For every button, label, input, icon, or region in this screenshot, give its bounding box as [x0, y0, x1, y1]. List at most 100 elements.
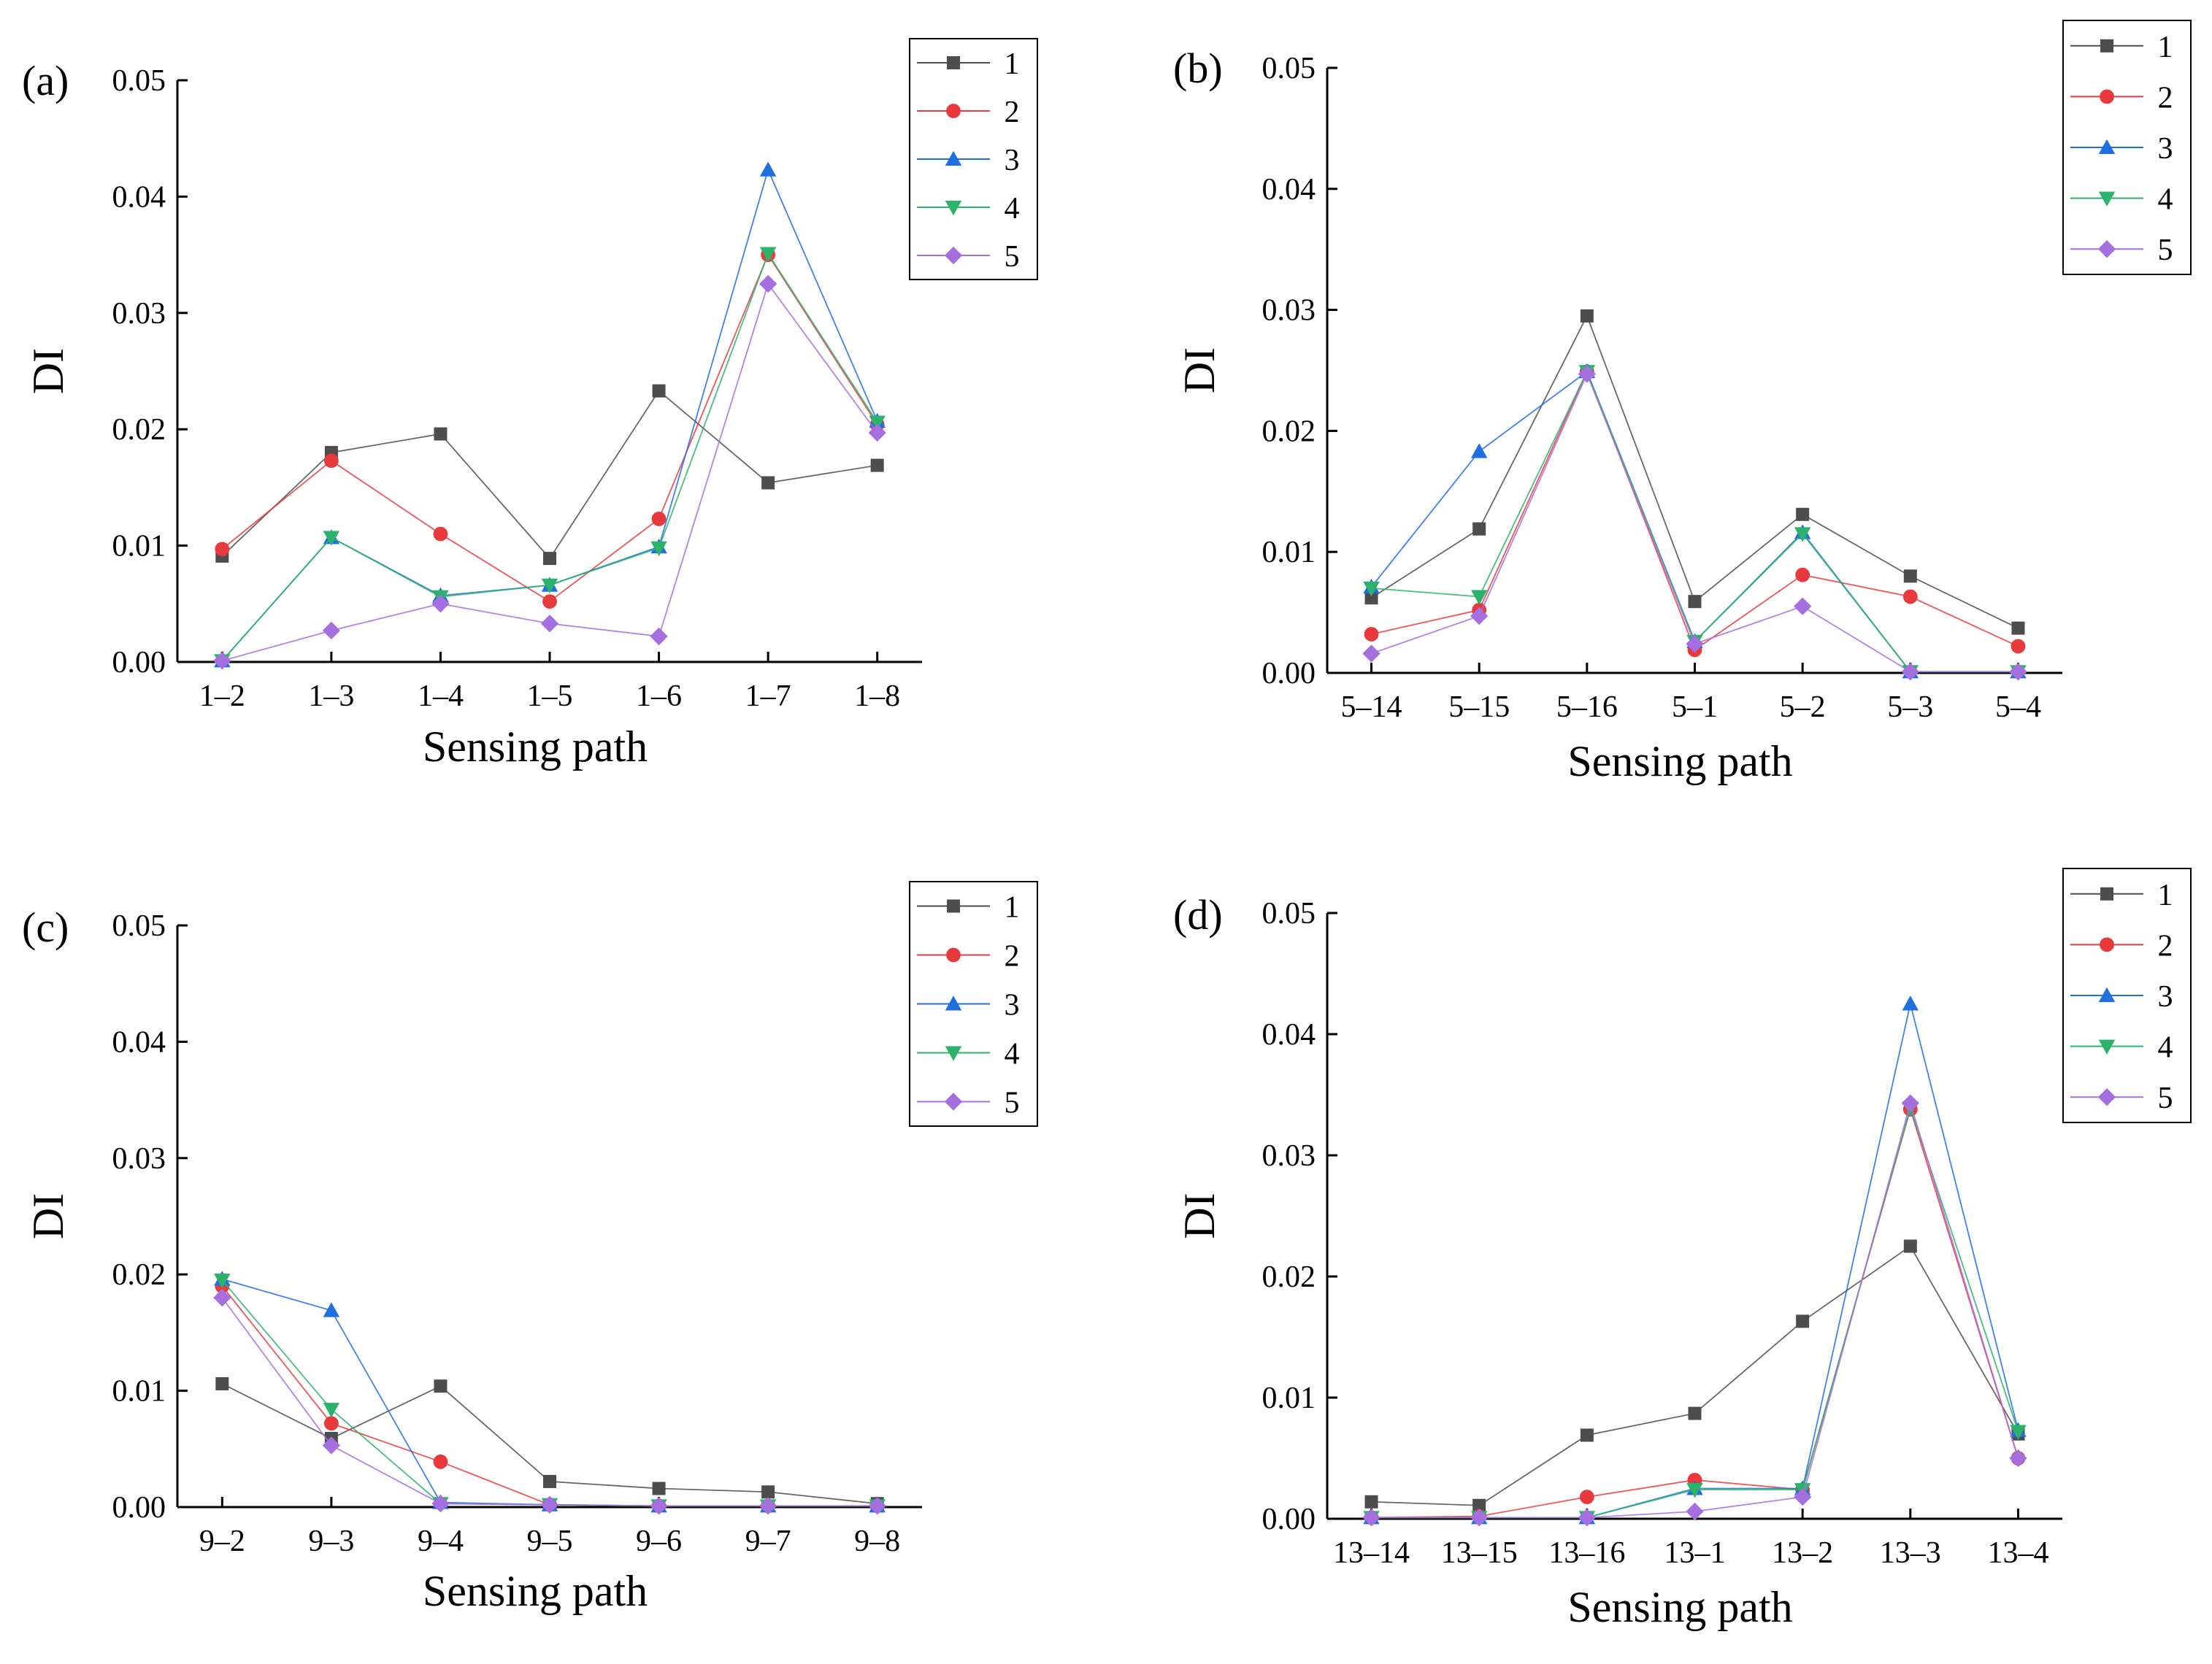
- series-4: [1363, 1101, 2027, 1526]
- data-point: [1686, 635, 1704, 653]
- data-point: [1686, 1483, 1703, 1498]
- y-axis-title: DI: [1175, 347, 1224, 393]
- data-point: [1578, 365, 1596, 383]
- data-point: [323, 1302, 340, 1317]
- data-point: [1794, 597, 1812, 615]
- legend-marker: [944, 246, 963, 265]
- data-point: [1470, 443, 1488, 458]
- y-tick-label: 0.04: [1262, 173, 1316, 207]
- data-point: [1470, 590, 1488, 605]
- legend-label: 4: [1005, 1038, 1020, 1071]
- y-tick-label: 0.04: [112, 180, 166, 214]
- x-tick-label: 13–2: [1772, 1536, 1833, 1570]
- data-point: [759, 274, 777, 293]
- legend-marker: [2100, 39, 2113, 53]
- data-point: [2011, 639, 2026, 654]
- x-axis-title: Sensing path: [1567, 737, 1792, 785]
- legend-label: 4: [1005, 192, 1020, 226]
- series-line: [1371, 1106, 2019, 1519]
- legend: 1 2 3 4 5: [909, 881, 1038, 1127]
- x-tick-label: 5–1: [1672, 690, 1718, 724]
- series-3: [1363, 363, 2027, 679]
- data-point: [2010, 1425, 2027, 1440]
- legend-label: 5: [2158, 234, 2173, 267]
- series-line: [1371, 369, 2019, 651]
- y-tick-label: 0.02: [1262, 1260, 1316, 1294]
- legend-label: 2: [1005, 940, 1020, 974]
- data-point: [542, 594, 557, 609]
- panel-label: (c): [22, 904, 69, 951]
- panel-a: 0.00 0.01 0.02 0.03 0.04 0.05 1–2 1–3 1–4 1–5 1–6 1…: [22, 38, 1038, 771]
- y-tick-label: 0.01: [112, 530, 166, 563]
- data-point: [650, 1497, 668, 1515]
- legend-marker: [2097, 240, 2116, 258]
- data-point: [543, 1474, 556, 1488]
- legend-label: 3: [1005, 989, 1020, 1022]
- x-tick-label: 9–4: [418, 1525, 464, 1558]
- x-tick-label: 1–2: [199, 679, 245, 713]
- x-tick-label: 1–7: [745, 679, 791, 713]
- legend-label: 5: [2158, 1082, 2173, 1115]
- y-tick-label: 0.02: [1262, 415, 1316, 448]
- data-point: [868, 423, 886, 442]
- y-tick-label: 0.05: [1262, 52, 1316, 85]
- legend-label: 1: [2158, 879, 2173, 912]
- data-point: [1796, 1314, 1810, 1328]
- data-point: [213, 1288, 231, 1307]
- legend-marker: [947, 56, 960, 69]
- panel-label: (d): [1173, 891, 1223, 939]
- x-tick-label: 1–3: [308, 679, 354, 713]
- legend: 1 2 3 4 5: [2062, 868, 2192, 1123]
- data-point: [1472, 522, 1486, 536]
- x-tick-label: 5–2: [1780, 690, 1826, 724]
- y-tick-label: 0.05: [112, 64, 166, 98]
- data-point: [540, 1495, 559, 1514]
- data-point: [1580, 1428, 1594, 1442]
- data-point: [650, 541, 667, 557]
- legend: 1 2 3 4 5: [2062, 20, 2192, 275]
- data-point: [650, 627, 668, 646]
- series-1: [215, 1377, 884, 1511]
- data-point: [1362, 644, 1380, 663]
- legend-label: 3: [2158, 132, 2173, 166]
- series-line: [1371, 1101, 2019, 1519]
- panel-c: 0.00 0.01 0.02 0.03 0.04 0.05 9–2 9–3 9–4 9–5 9–6 9…: [22, 881, 1038, 1615]
- series-5: [1362, 365, 2027, 681]
- y-tick-label: 0.04: [1262, 1018, 1316, 1052]
- data-point: [431, 595, 450, 613]
- data-point: [323, 1416, 339, 1431]
- x-tick-label: 5–15: [1448, 690, 1510, 724]
- series-line: [1371, 1106, 2019, 1519]
- data-point: [434, 427, 448, 441]
- series-2: [1364, 1102, 2026, 1525]
- series-line: [1371, 1004, 2019, 1519]
- y-tick-label: 0.02: [112, 1258, 166, 1292]
- series-1: [215, 384, 884, 566]
- x-tick-label: 9–8: [854, 1525, 900, 1558]
- data-point: [540, 615, 559, 633]
- series-5: [213, 1288, 886, 1515]
- data-point: [1362, 1509, 1380, 1527]
- data-point: [215, 542, 230, 557]
- data-point: [323, 453, 339, 469]
- x-tick-label: 9–3: [308, 1525, 354, 1558]
- legend-marker: [946, 947, 961, 963]
- x-tick-label: 1–4: [418, 679, 464, 713]
- legend-marker: [2100, 89, 2114, 104]
- y-tick-label: 0.00: [1262, 1503, 1316, 1536]
- y-tick-label: 0.03: [112, 297, 166, 331]
- x-tick-label: 9–2: [199, 1525, 245, 1558]
- legend-marker: [946, 104, 961, 118]
- x-axis-title: Sensing path: [1567, 1583, 1792, 1631]
- panel-b: 0.000.010.020.030.040.055–14 5–15 5–16 5–1 5…: [1173, 20, 2192, 785]
- legend-marker: [2100, 937, 2114, 952]
- legend: 1 2 3 4 5: [909, 38, 1038, 280]
- data-point: [215, 1377, 229, 1391]
- data-point: [541, 578, 558, 594]
- series-line: [222, 1278, 877, 1507]
- x-tick-label: 13–14: [1333, 1536, 1410, 1570]
- legend-marker: [945, 1046, 962, 1061]
- series-line: [1371, 314, 2019, 629]
- series-5: [1362, 1094, 2027, 1527]
